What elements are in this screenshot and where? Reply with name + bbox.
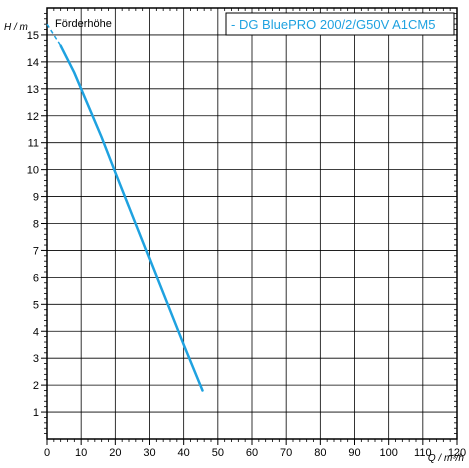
x-tick-label: 30 [143,447,155,459]
y-tick-label: 15 [27,30,39,42]
y-tick-label: 10 [27,165,39,177]
legend-entry: - DG BluePRO 200/2/G50V A1CM5 [231,17,435,32]
y-tick-label: 5 [33,299,39,311]
x-tick-label: 50 [212,447,224,459]
y-tick-label: 1 [33,407,39,419]
series-line [59,44,204,392]
y-axis-title: H / m [4,22,28,33]
x-tick-label: 20 [109,447,121,459]
x-tick-label: 90 [348,447,360,459]
x-tick-label: 70 [280,447,292,459]
x-tick-label: 100 [379,447,397,459]
y-tick-label: 13 [27,84,39,96]
series-lead-in [46,23,62,47]
panel-label: Förderhöhe [55,18,112,30]
y-tick-label: 14 [27,57,39,69]
y-tick-label: 7 [33,245,39,257]
y-tick-label: 8 [33,219,39,231]
tick-labels: 0 10 20 30 40 50 60 70 80 90 100 110 120123456789101… [27,30,466,459]
x-tick-label: 120 [448,447,466,459]
x-tick-label: 10 [75,447,87,459]
x-tick-label: 110 [414,447,432,459]
y-tick-label: 2 [33,380,39,392]
x-axis-title: Q / m³/h [428,453,465,464]
minor-ticks [41,8,458,445]
x-tick-label: 60 [246,447,258,459]
legend: - DG BluePRO 200/2/G50V A1CM5 [225,12,455,36]
series-lines [46,23,204,392]
y-tick-label: 12 [27,111,39,123]
x-tick-label: 0 [44,447,50,459]
y-tick-label: 11 [28,138,39,150]
x-tick-label: 80 [314,447,326,459]
y-tick-label: 9 [33,192,39,204]
y-tick-label: 4 [33,326,39,338]
y-tick-label: 3 [33,353,39,365]
legend-box [225,12,455,36]
x-tick-label: 40 [178,447,190,459]
y-tick-label: 6 [33,272,39,284]
